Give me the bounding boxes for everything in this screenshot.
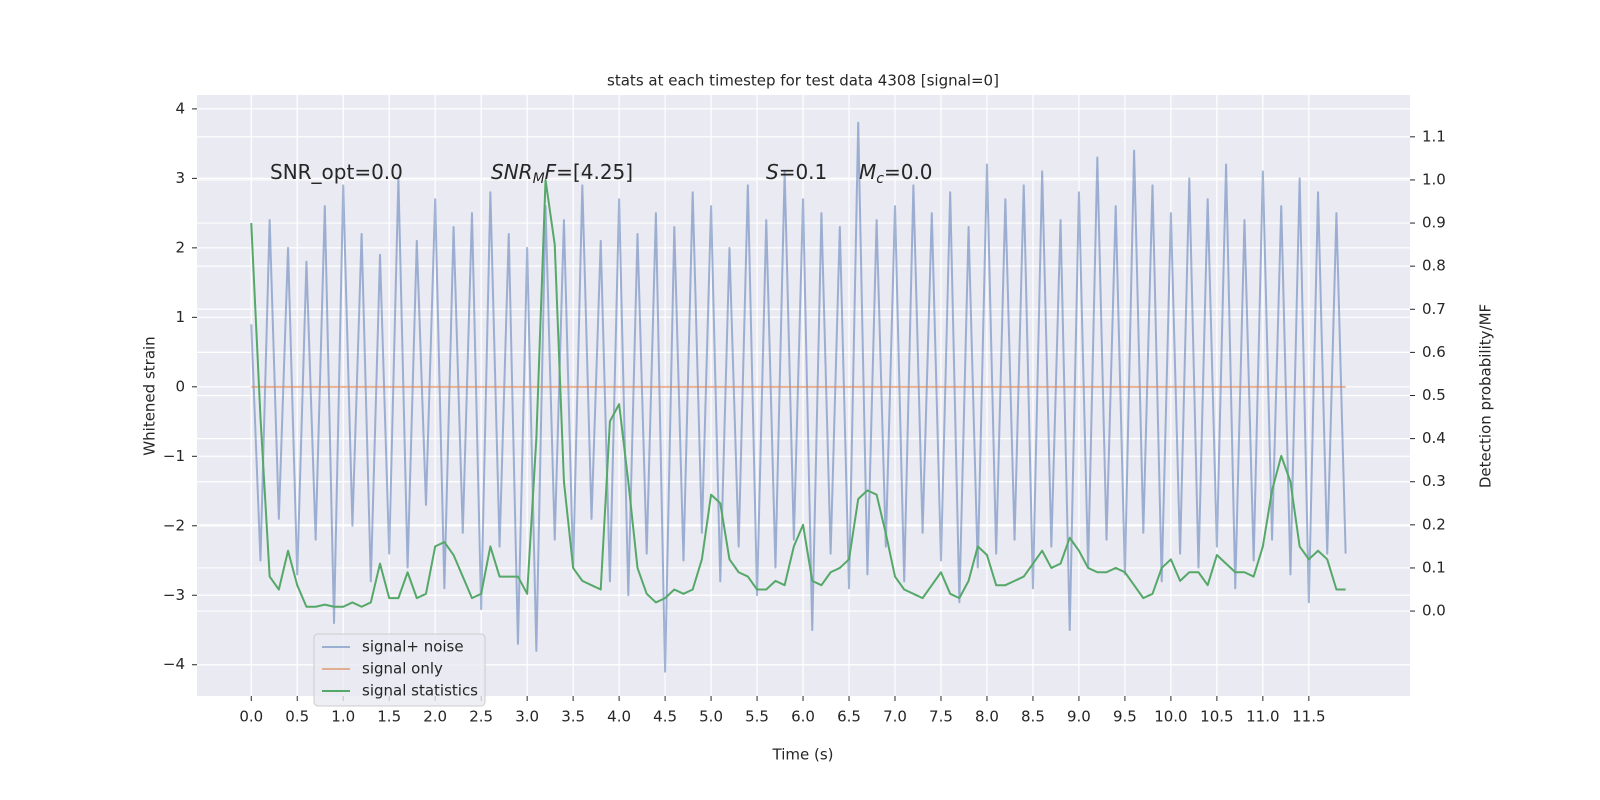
annotation-part: M — [533, 171, 545, 187]
x-tick-label: 1.0 — [331, 708, 355, 726]
x-axis-label: Time (s) — [772, 746, 834, 764]
legend-label: signal statistics — [362, 682, 478, 700]
legend-label: signal+ noise — [362, 638, 464, 656]
y2-tick-label: 0.3 — [1422, 472, 1446, 490]
y2-tick-label: 0.0 — [1422, 602, 1446, 620]
annotation: SNR_opt=0.0 — [270, 160, 403, 184]
x-tick-label: 7.0 — [883, 708, 907, 726]
y-tick-label: 3 — [175, 169, 185, 187]
x-tick-label: 4.0 — [607, 708, 631, 726]
annotation: Mc=0.0 — [859, 160, 933, 188]
annotation-part: =[4.25] — [556, 160, 633, 184]
y-tick-label: 4 — [175, 99, 185, 117]
y2-tick-label: 0.4 — [1422, 429, 1446, 447]
series-line — [250, 178, 1346, 608]
x-tick-label: 4.5 — [653, 708, 677, 726]
annotation: SNRMF=[4.25] — [491, 160, 633, 188]
x-tick-label: 0.5 — [285, 708, 309, 726]
y-tick-label: −3 — [163, 586, 185, 604]
y2-tick-label: 0.6 — [1422, 343, 1446, 361]
y2-tick-label: 0.2 — [1422, 515, 1446, 533]
x-tick-label: 9.5 — [1113, 708, 1137, 726]
annotation-part: F — [545, 160, 557, 184]
annotation-part: c — [876, 171, 884, 187]
y-tick-label: −2 — [163, 516, 185, 534]
x-tick-label: 7.5 — [929, 708, 953, 726]
x-tick-label: 11.0 — [1246, 708, 1279, 726]
y2-tick-label: 0.5 — [1422, 386, 1446, 404]
x-tick-label: 8.0 — [975, 708, 999, 726]
x-tick-label: 1.5 — [377, 708, 401, 726]
x-tick-label: 0.0 — [239, 708, 263, 726]
annotation: S=0.1 — [766, 160, 827, 184]
legend-box — [313, 633, 486, 707]
y2-axis-label: Detection probability/MF — [1477, 304, 1495, 488]
y-tick-label: 1 — [175, 308, 185, 326]
x-tick-label: 3.5 — [561, 708, 585, 726]
y2-tick-label: 0.1 — [1422, 558, 1446, 576]
x-tick-label: 9.0 — [1067, 708, 1091, 726]
chart-title: stats at each timestep for test data 430… — [607, 72, 999, 90]
annotation-part: SNR — [491, 160, 533, 184]
annotation-part: S — [766, 160, 779, 184]
y2-tick-label: 1.1 — [1422, 127, 1446, 145]
y-axis-label: Whitened strain — [141, 336, 159, 455]
y-tick-label: 0 — [175, 377, 185, 395]
x-tick-label: 11.5 — [1292, 708, 1325, 726]
y2-tick-label: 0.8 — [1422, 257, 1446, 275]
x-tick-label: 10.0 — [1154, 708, 1187, 726]
x-tick-label: 6.5 — [837, 708, 861, 726]
x-tick-label: 2.5 — [469, 708, 493, 726]
x-tick-label: 10.5 — [1200, 708, 1233, 726]
legend-label: signal only — [362, 660, 443, 678]
annotation-part: =0.0 — [884, 160, 933, 184]
x-tick-label: 5.0 — [699, 708, 723, 726]
x-tick-label: 8.5 — [1021, 708, 1045, 726]
y-tick-label: −4 — [163, 655, 185, 673]
annotation-part: M — [859, 160, 876, 184]
x-tick-label: 2.0 — [423, 708, 447, 726]
annotation-part: =0.1 — [779, 160, 828, 184]
y2-tick-label: 0.7 — [1422, 300, 1446, 318]
annotation-part: SNR_opt=0.0 — [270, 160, 403, 184]
x-tick-label: 6.0 — [791, 708, 815, 726]
y-tick-label: 2 — [175, 238, 185, 256]
x-tick-label: 5.5 — [745, 708, 769, 726]
y2-tick-label: 0.9 — [1422, 214, 1446, 232]
x-tick-label: 3.0 — [515, 708, 539, 726]
series-line — [250, 121, 1347, 673]
y2-tick-label: 1.0 — [1422, 170, 1446, 188]
y-tick-label: −1 — [163, 447, 185, 465]
